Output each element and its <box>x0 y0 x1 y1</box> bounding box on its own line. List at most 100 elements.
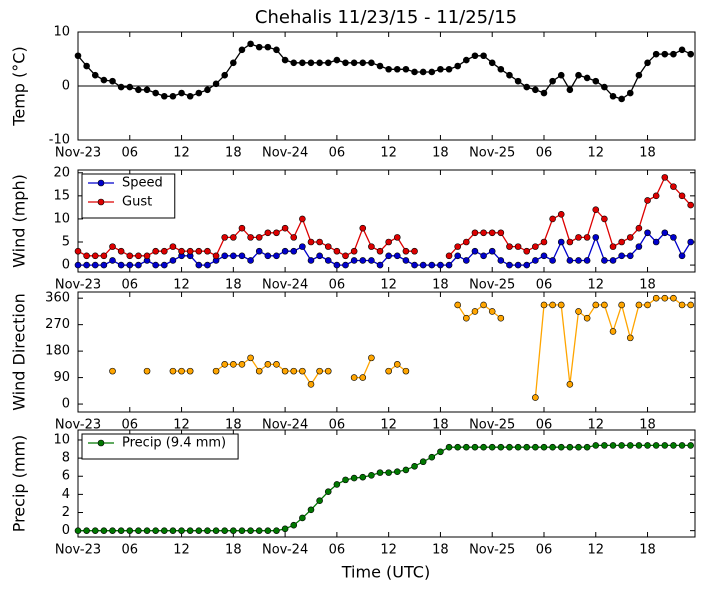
data-point <box>557 71 565 79</box>
data-point <box>532 86 539 94</box>
data-point <box>601 442 608 449</box>
data-point <box>670 234 677 241</box>
data-point <box>393 361 401 368</box>
data-point <box>385 367 392 375</box>
data-point <box>618 442 625 449</box>
data-point <box>557 211 565 218</box>
data-point <box>212 527 220 534</box>
legend-label: Precip (9.4 mm) <box>122 436 226 451</box>
data-point <box>454 62 461 70</box>
data-point <box>238 361 246 368</box>
legend: Precip (9.4 mm) <box>81 433 239 460</box>
data-point <box>488 443 496 451</box>
data-point <box>618 95 625 103</box>
data-point <box>506 243 513 250</box>
data-point <box>428 453 436 461</box>
data-point <box>255 234 263 241</box>
x-tick-label: Nov-24 <box>262 146 308 161</box>
y-tick-label: 360 <box>45 291 70 306</box>
data-point <box>540 238 548 246</box>
x-tick-label: 18 <box>225 146 242 161</box>
data-point <box>359 224 367 232</box>
data-point <box>557 301 565 309</box>
data-point <box>359 374 367 381</box>
data-point <box>488 59 496 67</box>
data-point <box>549 301 556 309</box>
data-point <box>678 46 686 54</box>
data-point <box>376 469 384 476</box>
data-point <box>204 261 211 269</box>
x-tick-label: Nov-24 <box>262 543 308 558</box>
data-point <box>281 525 289 533</box>
y-tick-label: 0 <box>62 79 70 94</box>
data-point <box>445 443 453 451</box>
data-point <box>566 86 574 94</box>
x-tick-label: 12 <box>587 418 604 433</box>
data-point <box>652 192 660 200</box>
data-point <box>635 301 643 309</box>
x-tick-label: Nov-25 <box>469 543 515 558</box>
data-point <box>316 367 323 375</box>
data-point <box>514 243 522 250</box>
y-axis-label: Precip (mm) <box>10 435 29 533</box>
data-point <box>350 374 358 381</box>
data-point <box>488 247 496 255</box>
data-point <box>152 89 159 97</box>
data-point <box>264 252 272 260</box>
data-point <box>609 257 617 264</box>
data-point <box>532 443 539 451</box>
data-point <box>566 443 574 451</box>
x-tick-label: Nov-25 <box>469 146 515 161</box>
x-tick-label: 18 <box>639 543 656 558</box>
data-point <box>324 59 332 67</box>
data-point <box>428 261 436 269</box>
y-tick-label: 10 <box>53 25 70 40</box>
data-point <box>670 294 677 302</box>
x-tick-label: 06 <box>536 418 553 433</box>
data-point <box>523 443 531 451</box>
data-point <box>281 56 289 64</box>
x-tick-label: 06 <box>536 278 553 293</box>
data-point <box>290 247 298 255</box>
data-point <box>230 527 237 534</box>
data-point <box>143 86 151 94</box>
data-point <box>454 243 461 250</box>
x-tick-label: 12 <box>173 146 190 161</box>
data-point <box>463 238 470 246</box>
series-line <box>172 297 691 398</box>
data-point <box>264 229 272 237</box>
data-point <box>221 71 228 79</box>
data-point <box>471 308 479 315</box>
data-point <box>160 527 168 534</box>
data-point <box>247 527 254 534</box>
data-point <box>230 234 237 241</box>
data-point <box>109 243 116 250</box>
data-point <box>497 229 505 237</box>
data-point <box>324 488 332 495</box>
data-point <box>644 59 651 67</box>
data-point <box>506 443 513 451</box>
data-point <box>385 238 392 246</box>
data-point <box>687 301 694 309</box>
data-point <box>350 59 358 67</box>
legend-label: Speed <box>122 176 163 191</box>
data-point <box>117 527 125 534</box>
data-point <box>411 261 418 269</box>
x-tick-label: 06 <box>329 418 346 433</box>
data-point <box>428 68 436 76</box>
x-tick-label: Nov-24 <box>262 418 308 433</box>
data-point <box>575 308 582 315</box>
data-point <box>230 252 237 260</box>
x-tick-label: 12 <box>173 543 190 558</box>
x-tick-label: 06 <box>329 146 346 161</box>
data-point <box>247 257 254 264</box>
data-point <box>221 234 228 241</box>
data-point <box>126 83 134 91</box>
data-point <box>644 301 651 309</box>
data-point <box>307 59 315 67</box>
x-tick-label: Nov-24 <box>262 278 308 293</box>
x-tick-label: 18 <box>432 418 449 433</box>
y-tick-label: 0 <box>62 397 70 412</box>
data-point <box>152 527 159 534</box>
data-point <box>402 247 410 255</box>
